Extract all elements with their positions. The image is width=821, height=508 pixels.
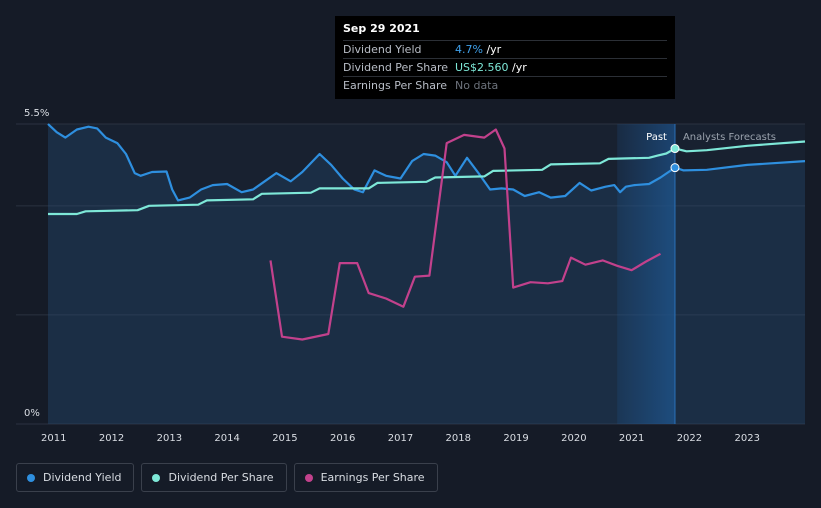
forecast-label: Analysts Forecasts bbox=[683, 132, 776, 143]
y-tick-label: 0% bbox=[24, 408, 40, 419]
tooltip-row-dividend-yield: Dividend Yield 4.7% /yr bbox=[343, 40, 667, 58]
x-tick-label: 2014 bbox=[214, 433, 239, 444]
markers bbox=[670, 144, 680, 173]
plot-background bbox=[48, 124, 805, 424]
dividend-yield-line bbox=[47, 123, 806, 202]
x-tick-label: 2023 bbox=[734, 433, 759, 444]
x-tick-label: 2015 bbox=[272, 433, 297, 444]
axis-labels: 5.5% 0% 2011 2012 2013 2014 2015 2016 2017 2018 20… bbox=[24, 108, 776, 444]
tooltip-row-dividend-per-share: Dividend Per Share US$2.560 /yr bbox=[343, 58, 667, 76]
tooltip: Sep 29 2021 Dividend Yield 4.7% /yr Divi… bbox=[335, 16, 675, 99]
tooltip-label: Dividend Yield bbox=[343, 43, 422, 56]
series-layer bbox=[47, 123, 806, 424]
dividend-yield-marker bbox=[670, 163, 680, 173]
past-label: Past bbox=[646, 132, 667, 143]
tooltip-value: No data bbox=[455, 79, 499, 92]
x-tick-label: 2017 bbox=[388, 433, 413, 444]
tooltip-label: Earnings Per Share bbox=[343, 79, 448, 92]
x-tick-label: 2012 bbox=[99, 433, 124, 444]
legend-item-dividend-per-share[interactable]: Dividend Per Share bbox=[141, 463, 287, 492]
earnings-per-share-line bbox=[269, 128, 662, 341]
dividend-per-share-line bbox=[48, 140, 806, 216]
chart-area: 5.5% 0% 2011 2012 2013 2014 2015 2016 2017 2018 20… bbox=[16, 108, 806, 444]
legend-label: Dividend Yield bbox=[43, 471, 122, 484]
tooltip-date: Sep 29 2021 bbox=[343, 22, 420, 35]
x-tick-label: 2022 bbox=[677, 433, 702, 444]
x-tick-label: 2021 bbox=[619, 433, 644, 444]
y-tick-label: 5.5% bbox=[24, 108, 49, 119]
grid-lines bbox=[16, 123, 805, 425]
earnings-per-share-dot-icon bbox=[304, 473, 313, 482]
tooltip-value: 4.7% bbox=[455, 43, 483, 56]
x-tick-label: 2011 bbox=[41, 433, 66, 444]
tooltip-value: US$2.560 bbox=[455, 61, 509, 74]
legend-item-earnings-per-share[interactable]: Earnings Per Share bbox=[293, 463, 438, 492]
dividend-yield-dot-icon bbox=[27, 473, 35, 482]
tooltip-row-earnings-per-share: Earnings Per Share No data bbox=[343, 76, 667, 94]
x-tick-label: 2016 bbox=[330, 433, 355, 444]
legend-label: Dividend Per Share bbox=[168, 471, 274, 484]
tooltip-label: Dividend Per Share bbox=[343, 61, 449, 74]
dividend-per-share-marker bbox=[670, 144, 680, 154]
dividend-per-share-dot-icon bbox=[152, 473, 161, 482]
x-tick-label: 2020 bbox=[561, 433, 586, 444]
x-tick-label: 2019 bbox=[503, 433, 528, 444]
legend: Dividend Yield Dividend Per Share Earnin… bbox=[16, 463, 438, 492]
x-tick-label: 2013 bbox=[157, 433, 182, 444]
x-tick-label: 2018 bbox=[446, 433, 471, 444]
legend-item-dividend-yield[interactable]: Dividend Yield bbox=[16, 463, 135, 492]
legend-label: Earnings Per Share bbox=[320, 471, 425, 484]
